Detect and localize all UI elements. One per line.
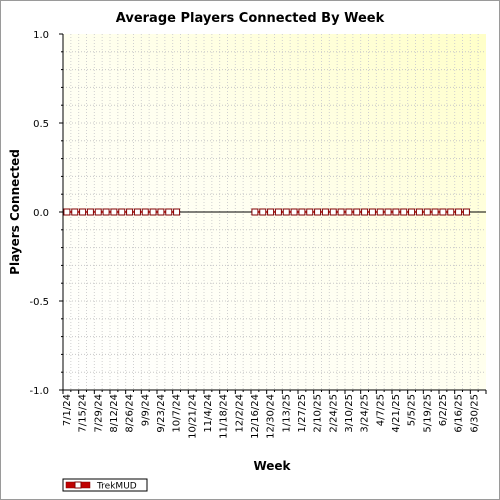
data-point-marker	[126, 208, 134, 216]
x-tick-label: 12/16/24	[250, 394, 261, 439]
x-tick-label: 2/10/25	[313, 394, 324, 433]
data-point-marker	[118, 208, 126, 216]
data-point-marker	[259, 208, 267, 216]
data-point-marker	[298, 208, 306, 216]
chart-title: Average Players Connected By Week	[116, 11, 385, 26]
data-point-marker	[314, 208, 322, 216]
data-point-marker	[290, 208, 298, 216]
x-tick-label: 6/16/25	[454, 394, 465, 433]
x-tick-label: 10/21/24	[187, 394, 198, 439]
data-point-marker	[400, 208, 408, 216]
data-point-marker	[368, 208, 376, 216]
x-tick-label: 5/19/25	[422, 394, 433, 433]
data-point-marker	[455, 208, 463, 216]
data-point-marker	[110, 208, 118, 216]
data-point-marker	[79, 208, 87, 216]
data-point-marker	[392, 208, 400, 216]
data-point-marker	[251, 208, 259, 216]
data-point-marker	[282, 208, 290, 216]
data-point-marker	[173, 208, 181, 216]
data-point-marker	[431, 208, 439, 216]
x-tick-label: 1/13/25	[281, 394, 292, 433]
x-tick-label: 1/27/25	[297, 394, 308, 433]
data-point-marker	[274, 208, 282, 216]
y-tick-label: -0.5	[29, 297, 49, 308]
x-axis-title: Week	[253, 459, 291, 473]
data-point-marker	[86, 208, 94, 216]
y-tick-label: -1.0	[29, 386, 49, 397]
data-point-marker	[94, 208, 102, 216]
x-tick-label: 9/9/24	[140, 394, 151, 426]
x-tick-label: 7/15/24	[78, 394, 89, 433]
y-tick-label: 0.5	[33, 119, 49, 130]
legend-label-trekmud: TrekMUD	[96, 482, 137, 492]
x-tick-label: 11/18/24	[219, 394, 230, 439]
y-axis-ticks: 1.0 0.5 0.0 -0.5 -1.0	[29, 30, 63, 397]
data-point-marker	[165, 208, 173, 216]
x-tick-label: 3/24/25	[360, 394, 371, 433]
data-point-marker	[306, 208, 314, 216]
series-trekmud	[63, 208, 470, 216]
data-point-marker	[149, 208, 157, 216]
x-tick-label: 9/23/24	[156, 394, 167, 433]
data-point-marker	[462, 208, 470, 216]
x-tick-label: 3/10/25	[344, 394, 355, 433]
data-point-marker	[376, 208, 384, 216]
data-point-marker	[267, 208, 275, 216]
x-tick-label: 6/30/25	[469, 394, 480, 433]
data-point-marker	[423, 208, 431, 216]
y-tick-label: 1.0	[33, 30, 49, 41]
data-point-marker	[439, 208, 447, 216]
legend: TrekMUD	[62, 478, 148, 492]
legend-marker	[74, 481, 82, 489]
x-tick-label: 7/1/24	[62, 394, 73, 426]
y-tick-label: 0.0	[33, 208, 49, 219]
x-tick-label: 10/7/24	[172, 394, 183, 433]
x-tick-label: 8/12/24	[109, 394, 120, 433]
data-point-marker	[157, 208, 165, 216]
x-tick-label: 6/2/25	[438, 394, 449, 426]
data-point-marker	[447, 208, 455, 216]
x-tick-label: 12/2/24	[234, 394, 245, 433]
x-axis-ticks: 7/1/24 7/15/24 7/29/24 8/12/24 8/26/24 9/9/24…	[62, 390, 487, 439]
y-axis-title: Players Connected	[8, 149, 22, 275]
data-point-marker	[384, 208, 392, 216]
x-tick-label: 2/24/25	[328, 394, 339, 433]
x-tick-label: 7/29/24	[93, 394, 104, 433]
data-point-marker	[337, 208, 345, 216]
data-point-marker	[408, 208, 416, 216]
data-point-marker	[353, 208, 361, 216]
data-point-marker	[345, 208, 353, 216]
data-point-marker	[329, 208, 337, 216]
x-tick-label: 5/5/25	[407, 394, 418, 426]
x-tick-label: 4/21/25	[391, 394, 402, 433]
data-point-marker	[321, 208, 329, 216]
x-tick-label: 8/26/24	[125, 394, 136, 433]
data-point-marker	[141, 208, 149, 216]
x-tick-label: 12/30/24	[266, 394, 277, 439]
data-point-marker	[415, 208, 423, 216]
data-point-marker	[133, 208, 141, 216]
data-point-marker	[71, 208, 79, 216]
data-point-marker	[63, 208, 71, 216]
x-tick-label: 11/4/24	[203, 394, 214, 433]
data-point-marker	[361, 208, 369, 216]
x-tick-label: 4/7/25	[375, 394, 386, 426]
data-point-marker	[102, 208, 110, 216]
